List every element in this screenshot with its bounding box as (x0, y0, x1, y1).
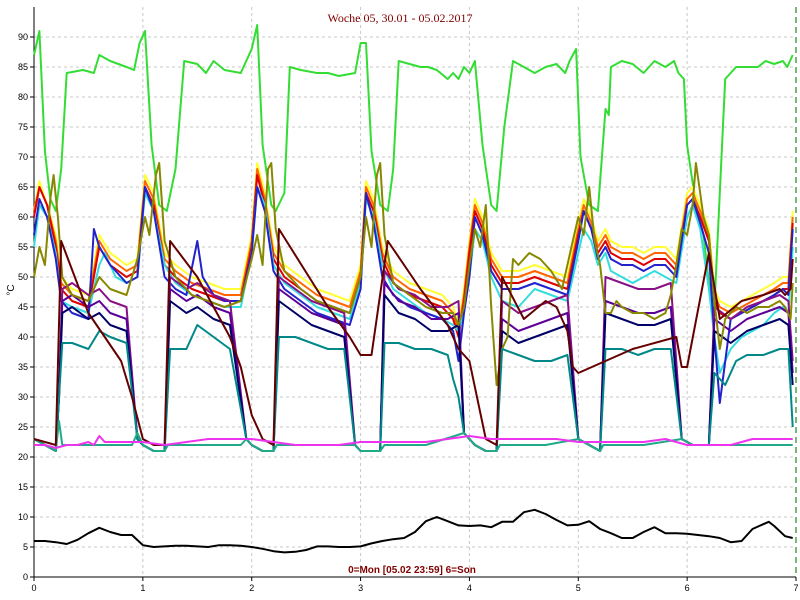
y-tick-label: 85 (18, 62, 28, 72)
y-tick-label: 15 (18, 482, 28, 492)
series-line-5 (33, 186, 794, 374)
y-tick-label: 90 (18, 32, 28, 42)
chart-annotation: 0=Mon [05.02 23:59] 6=Son (348, 565, 476, 576)
x-tick-label: 5 (576, 583, 581, 593)
series-group (33, 24, 794, 554)
x-tick-label: 1 (140, 583, 145, 593)
series-line-3 (33, 168, 794, 332)
grid (34, 7, 796, 578)
y-tick-label: 45 (18, 302, 28, 312)
axes (30, 7, 797, 581)
y-tick-label: 65 (18, 182, 28, 192)
y-tick-label: 50 (18, 272, 28, 282)
y-tick-label: 25 (18, 422, 28, 432)
y-tick-label: 75 (18, 122, 28, 132)
x-tick-label: 3 (358, 583, 363, 593)
x-tick-label: 0 (31, 583, 36, 593)
series-line-2 (33, 162, 794, 326)
y-axis-label: °C (6, 284, 17, 295)
y-tick-label: 80 (18, 92, 28, 102)
y-tick-label: 70 (18, 152, 28, 162)
y-tick-label: 20 (18, 452, 28, 462)
series-line-15 (34, 508, 793, 554)
x-tick-label: 6 (685, 583, 690, 593)
series-line-1 (33, 24, 794, 308)
x-tick-label: 2 (249, 583, 254, 593)
y-tick-label: 35 (18, 362, 28, 372)
x-tick-label: 7 (793, 583, 798, 593)
y-tick-label: 60 (18, 212, 28, 222)
chart-title: Woche 05, 30.01 - 05.02.2017 (327, 11, 472, 25)
y-tick-label: 10 (18, 512, 28, 522)
series-line-10 (33, 162, 794, 386)
y-tick-label: 30 (18, 392, 28, 402)
y-tick-label: 0 (23, 572, 28, 582)
x-tick-label: 4 (467, 583, 472, 593)
series-line-12 (33, 420, 793, 452)
series-line-14 (34, 435, 793, 449)
y-tick-label: 55 (18, 242, 28, 252)
y-tick-label: 5 (23, 542, 28, 552)
y-tick-label: 40 (18, 332, 28, 342)
